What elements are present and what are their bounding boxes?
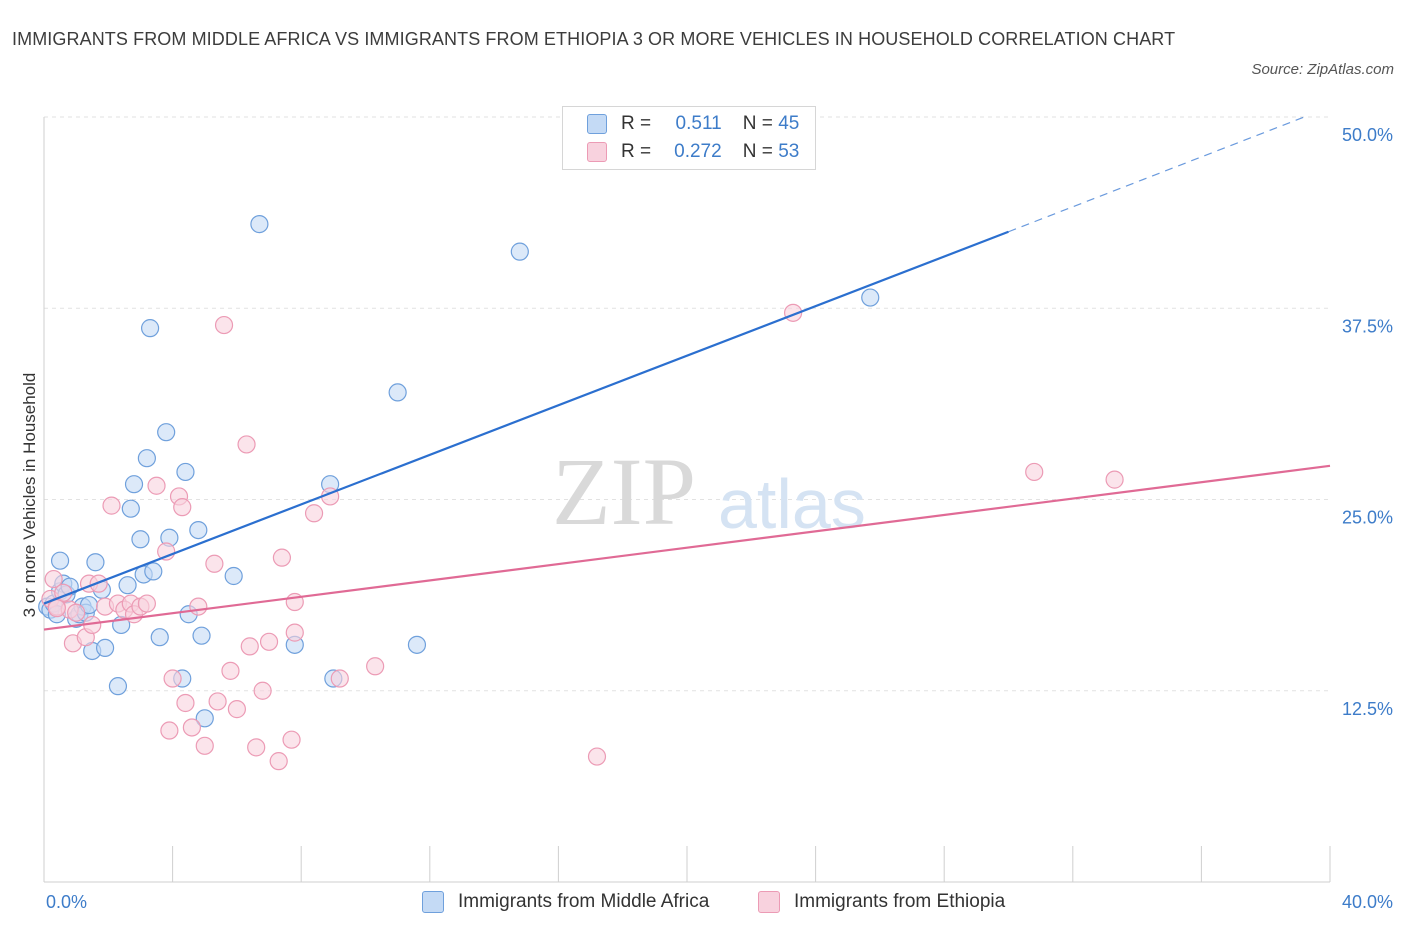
point-s1-26	[182, 718, 201, 737]
point-s1-30	[208, 692, 227, 711]
point-s0-20	[121, 499, 140, 518]
chart-title: IMMIGRANTS FROM MIDDLE AFRICA VS IMMIGRA…	[12, 29, 1176, 49]
y-tick-label-2: 37.5%	[1342, 316, 1393, 336]
y-tick-label-3: 50.0%	[1342, 125, 1393, 145]
legend-row-ethiopia: R = 0.272 N = 53	[587, 140, 799, 164]
legend-n-value: 45	[778, 113, 800, 134]
point-s1-12	[102, 496, 121, 515]
legend-r-label: R =	[621, 113, 652, 134]
point-s1-24	[173, 498, 192, 517]
legend-n-value: 53	[778, 141, 800, 162]
point-s1-46	[366, 657, 385, 676]
point-s1-35	[247, 738, 266, 757]
legend-swatch-middle-africa	[587, 114, 607, 134]
y-tick-label-0: 12.5%	[1342, 699, 1393, 719]
point-s1-50	[1105, 470, 1124, 489]
point-s1-42	[285, 623, 304, 642]
watermark-atlas: atlas	[718, 465, 866, 543]
x-tick-label-0: 0.0%	[46, 892, 87, 912]
axes	[43, 117, 1331, 883]
trend-lines	[43, 116, 1331, 631]
point-s0-41	[388, 383, 407, 402]
point-s1-31	[221, 661, 240, 680]
legend-r-value: 0.272	[674, 141, 722, 162]
point-s0-14	[86, 553, 105, 572]
point-s0-43	[510, 242, 529, 261]
point-s1-51	[214, 315, 234, 335]
data-points	[38, 215, 1124, 771]
point-s1-6	[67, 603, 86, 622]
point-s1-34	[240, 637, 259, 656]
point-s1-38	[269, 752, 288, 771]
point-s1-49	[1025, 462, 1044, 482]
point-s0-45	[50, 551, 70, 570]
point-s0-22	[131, 530, 150, 549]
point-s0-17	[108, 677, 128, 696]
trend-line-dashed-0	[1008, 116, 1305, 233]
trend-line-0	[43, 230, 1009, 605]
point-s0-16	[95, 638, 115, 658]
legend-r-label: R =	[621, 141, 652, 162]
point-s0-25	[140, 319, 160, 338]
point-s1-43	[304, 504, 324, 523]
point-s1-47	[587, 747, 607, 766]
point-s0-26	[144, 562, 163, 581]
legend-r-value: 0.511	[675, 113, 722, 134]
watermark: ZIP atlas	[552, 438, 866, 545]
series-label-middle-africa: Immigrants from Middle Africa	[458, 891, 710, 912]
point-s1-22	[163, 669, 182, 688]
legend-swatch-ethiopia	[587, 142, 607, 162]
point-s0-42	[407, 635, 427, 654]
series-legend-middle-africa: Immigrants from Middle Africa	[422, 889, 709, 915]
point-s0-19	[118, 576, 137, 595]
point-s0-36	[224, 566, 243, 586]
point-s1-29	[205, 554, 224, 573]
point-s0-44	[861, 288, 880, 307]
legend-n-label: N =	[742, 113, 773, 134]
point-s1-18	[137, 594, 156, 613]
point-s1-25	[176, 693, 195, 713]
point-s1-52	[47, 599, 66, 618]
chart-source: Source: ZipAtlas.com	[1251, 61, 1394, 78]
y-tick-label-1: 25.0%	[1342, 508, 1393, 528]
point-s1-40	[282, 730, 301, 749]
legend-n-label: N =	[742, 141, 773, 162]
point-s1-21	[160, 721, 179, 740]
point-s0-21	[124, 475, 144, 494]
point-s1-37	[259, 632, 279, 651]
point-s0-35	[195, 709, 214, 728]
stats-legend: R = 0.511 N = 45 R = 0.272 N = 53	[562, 106, 816, 170]
series-swatch-middle-africa	[422, 891, 444, 913]
point-s1-1	[44, 569, 63, 589]
point-s1-36	[253, 681, 272, 700]
watermark-zip: ZIP	[552, 438, 696, 545]
point-s0-34	[192, 626, 211, 645]
x-tick-label-1: 40.0%	[1342, 892, 1393, 912]
point-s0-27	[150, 628, 169, 647]
trend-line-1	[43, 464, 1331, 631]
legend-row-middle-africa: R = 0.511 N = 45	[587, 112, 799, 136]
point-s1-32	[227, 700, 246, 719]
series-legend-ethiopia: Immigrants from Ethiopia	[758, 889, 1005, 915]
tick-labels: 12.5% 25.0% 37.5% 50.0% 0.0% 40.0%	[46, 125, 1393, 912]
series-label-ethiopia: Immigrants from Ethiopia	[794, 891, 1006, 912]
point-s0-33	[189, 520, 208, 540]
series-swatch-ethiopia	[758, 891, 780, 913]
point-s1-39	[272, 548, 292, 567]
point-s1-45	[330, 669, 349, 688]
point-s1-19	[147, 476, 166, 495]
point-s0-24	[137, 449, 156, 468]
point-s1-33	[237, 435, 256, 454]
point-s0-28	[157, 423, 176, 442]
point-s0-31	[176, 462, 195, 482]
point-s1-27	[189, 597, 208, 616]
point-s0-37	[250, 215, 269, 234]
point-s1-28	[195, 736, 214, 755]
